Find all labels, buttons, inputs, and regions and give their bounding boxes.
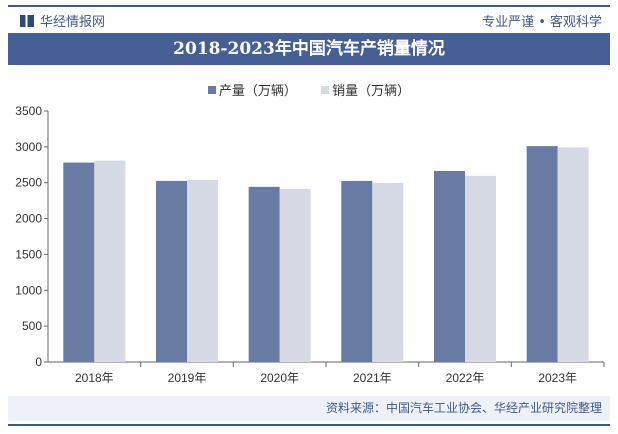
- bar-sales-2019年: [187, 179, 218, 362]
- chart-title: 2018-2023年中国汽车产销量情况: [8, 33, 610, 65]
- top-rule: [8, 5, 610, 7]
- bar-production-2018年: [63, 162, 95, 362]
- brand: 华经情报网: [20, 11, 105, 30]
- bar-production-2020年: [248, 186, 280, 362]
- x-tick-label: 2019年: [168, 371, 207, 385]
- brand-logo-icon: [20, 14, 34, 27]
- y-tick-label: 3500: [15, 104, 42, 118]
- y-tick-label: 500: [22, 319, 42, 333]
- y-tick-label: 2500: [15, 176, 42, 190]
- y-tick-label: 1500: [15, 247, 42, 261]
- bar-production-2021年: [341, 180, 373, 362]
- y-tick-label: 3000: [15, 140, 42, 154]
- bar-production-2022年: [434, 170, 465, 362]
- x-tick-label: 2020年: [260, 371, 299, 385]
- legend: 产量（万辆） 销量（万辆）: [0, 80, 618, 99]
- x-tick-label: 2023年: [538, 371, 577, 385]
- brand-name: 华经情报网: [40, 15, 106, 30]
- bar-sales-2020年: [279, 188, 311, 362]
- y-tick-label: 1000: [15, 283, 42, 297]
- y-tick-label: 2000: [15, 212, 42, 226]
- legend-item-sales: 销量（万辆）: [321, 84, 410, 99]
- bar-sales-2021年: [372, 182, 404, 362]
- bar-sales-2023年: [557, 147, 589, 362]
- source-note: 资料来源：中国汽车工业协会、华经产业研究院整理: [8, 396, 610, 421]
- bar-sales-2022年: [465, 175, 496, 362]
- x-tick-label: 2021年: [353, 371, 392, 385]
- legend-item-production: 产量（万辆）: [207, 84, 297, 99]
- slogan: 专业严谨 • 客观科学: [482, 15, 602, 30]
- legend-label: 销量（万辆）: [332, 84, 411, 99]
- x-tick-label: 2022年: [446, 371, 485, 385]
- bar-production-2023年: [526, 146, 558, 362]
- legend-swatch: [321, 86, 330, 94]
- x-tick-label: 2018年: [75, 371, 114, 385]
- y-tick-label: 0: [35, 355, 42, 369]
- bar-production-2019年: [156, 180, 187, 362]
- bottom-rule: [8, 424, 610, 426]
- legend-label: 产量（万辆）: [218, 84, 297, 99]
- bar-sales-2018年: [94, 160, 126, 362]
- legend-swatch: [207, 86, 216, 94]
